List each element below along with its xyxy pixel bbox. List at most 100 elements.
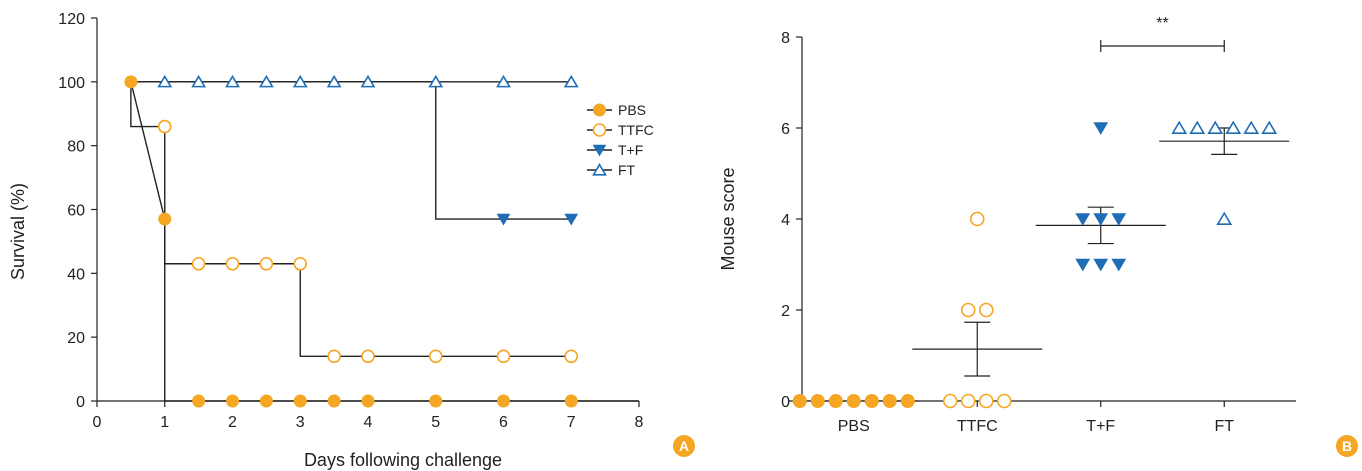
x-tick-label: 4 [364,414,373,431]
data-point-ft [1189,120,1206,134]
series-line-pbs [130,81,639,402]
data-point-ft [157,74,173,88]
x-tick-label: 6 [499,414,508,431]
data-point-pbs [327,394,341,408]
panel-a-survival-chart: 0 20 40 60 80 100 120 0 1 2 3 4 5 6 7 8 Days following c… [8,11,695,470]
data-point-pbs [792,394,807,408]
data-point-ft [1243,120,1260,134]
y-axis-title: Survival (%) [8,183,28,280]
y-tick-label: 40 [67,266,85,283]
data-point-tf [1093,213,1109,226]
y-axis-title: Mouse score [718,167,738,270]
data-point-pbs [828,394,843,408]
data-point-ttfc [428,349,443,364]
x-tick-label: 0 [93,414,102,431]
panel-label-a-label: A [679,438,689,454]
data-point-ft [292,74,308,88]
legend-marker-ttfc [592,123,607,137]
x-tick-label: 3 [296,414,305,431]
data-point-ft [326,74,342,88]
data-point-ttfc [978,302,994,318]
data-point-tf [1111,258,1127,272]
panel-label-a: A [673,435,695,457]
data-point-ft [428,74,444,88]
data-point-pbs [564,394,578,408]
y-tick-label: 2 [781,303,790,320]
data-point-pbs [429,394,443,408]
x-tick-label: 5 [431,414,440,431]
data-point-ttfc [969,211,985,227]
panel-label-b: B [1336,435,1358,457]
significance-label: ** [1156,15,1168,32]
data-point-tf [1111,213,1127,226]
data-point-ttfc [259,256,274,271]
y-tick-label: 0 [76,394,85,411]
data-point-ttfc [942,393,958,409]
x-tick-label: FT [1214,418,1234,435]
data-point-ttfc [361,349,375,364]
data-point-ttfc [960,393,976,409]
y-tick-label: 6 [781,121,790,138]
legend-marker-pbs [593,103,606,117]
series-line-tf [130,81,572,220]
data-point-ft [258,74,274,88]
y-tick-label: 80 [67,139,85,156]
data-point-tf [1093,122,1109,135]
data-point-ft [1171,120,1188,134]
data-point-pbs [497,394,510,408]
data-point-ft [360,74,376,88]
data-point-pbs [361,394,375,408]
legend-label-ttfc: TTFC [618,122,654,138]
panel-b-mouse-score-chart: 0 2 4 6 8 PBS TTFC T+F FT Mouse score ** B [718,15,1358,457]
y-tick-label: 20 [67,330,85,347]
data-point-ft [1225,120,1242,134]
data-point-tf [1075,258,1091,272]
series-line-ttfc [130,81,572,358]
data-point-tf [496,213,511,226]
panel-label-b-circle [1336,435,1358,457]
data-point-pbs [846,394,861,408]
data-point-ft [1207,120,1224,134]
data-point-pbs [192,394,206,408]
legend-label-pbs: PBS [618,102,646,118]
data-point-pbs [900,394,915,408]
legend-label-tf: T+F [618,142,643,158]
data-point-ttfc [191,256,206,271]
data-point-ttfc [293,256,308,271]
data-point-tf [1075,213,1091,226]
y-tick-label: 60 [67,203,85,220]
data-point-ft [496,74,511,88]
data-point-pbs [259,394,273,408]
data-point-tf [564,213,579,226]
legend-marker-ft [592,163,607,176]
data-point-pbs [226,394,239,408]
data-point-ttfc [996,393,1012,409]
data-point-ft [191,74,207,88]
data-point-ttfc [564,349,579,364]
x-tick-label: 2 [228,414,237,431]
y-tick-label: 100 [58,75,85,92]
legend-label-ft: FT [618,162,636,178]
panel-label-a-circle [673,435,695,457]
data-point-pbs [293,394,307,408]
data-point-pbs [882,394,897,408]
data-point-ft [1261,120,1278,134]
x-tick-label: PBS [838,418,870,435]
data-point-ttfc [327,349,341,364]
data-point-ttfc [225,256,240,271]
legend-marker-tf [592,144,607,157]
data-point-ttfc [496,349,511,364]
x-axis-title: Days following challenge [304,450,502,470]
data-point-tf [1093,258,1109,272]
data-point-pbs [124,75,138,89]
x-tick-label: 7 [567,414,576,431]
data-point-ttfc [960,302,976,318]
x-tick-label: 8 [635,414,644,431]
data-point-ttfc [978,393,994,409]
panel-label-b-label: B [1342,438,1352,454]
x-tick-label: 1 [160,414,169,431]
data-point-pbs [158,212,172,226]
x-tick-label: TTFC [957,418,998,435]
y-tick-label: 4 [781,212,790,229]
